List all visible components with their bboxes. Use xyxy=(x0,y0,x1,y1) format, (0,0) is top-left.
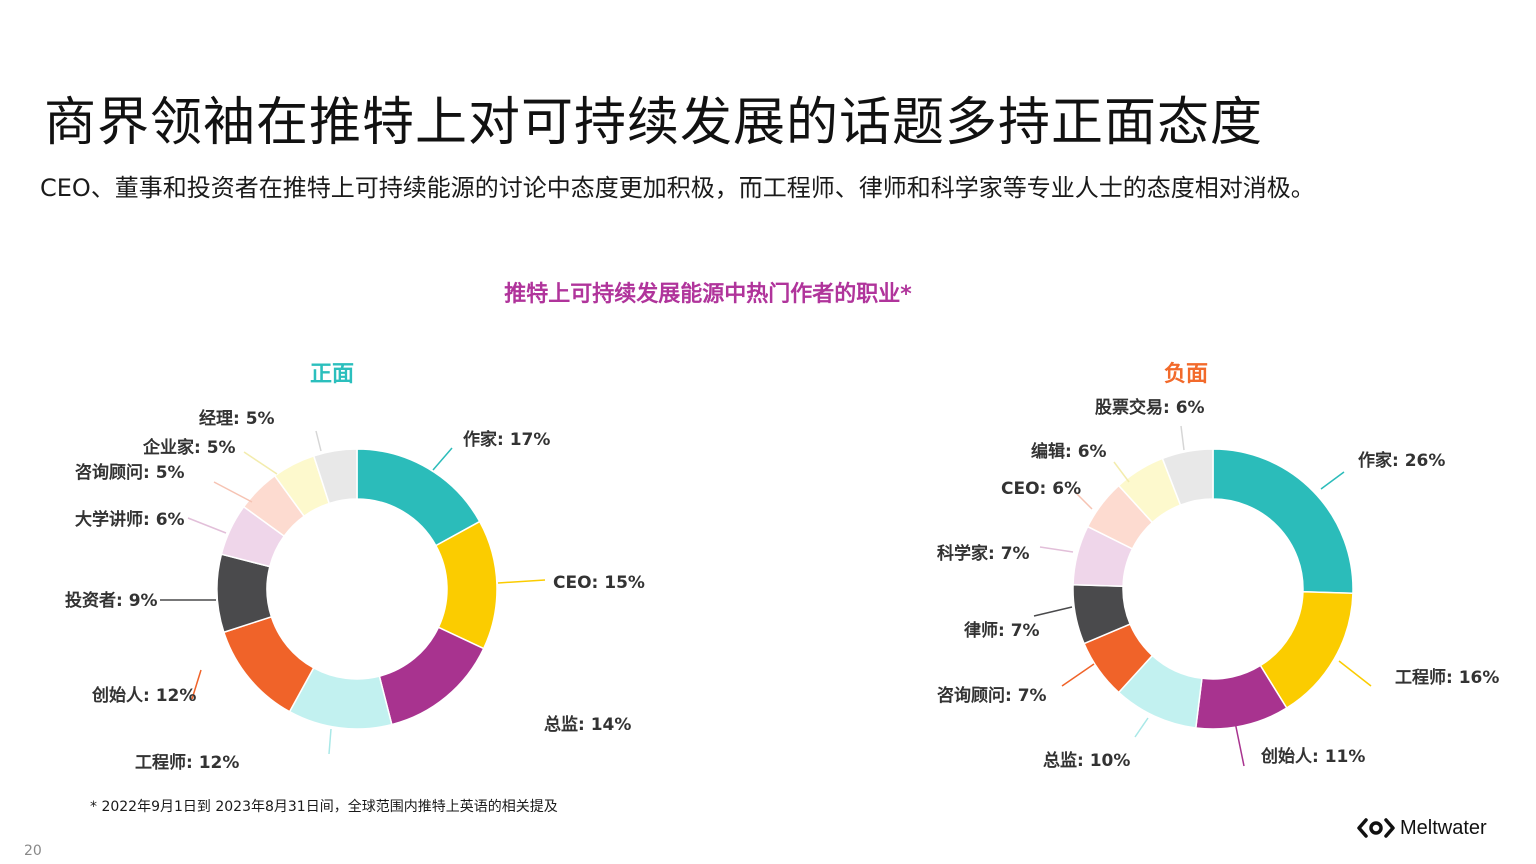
slice-label-1-4: 咨询顾问: 7% xyxy=(937,685,1047,706)
slice-label-1-2: 创始人: 11% xyxy=(1260,746,1365,767)
slice-label-0-9: 经理: 5% xyxy=(199,408,275,429)
leader-line-1-7 xyxy=(1073,490,1093,510)
leader-line-1-9 xyxy=(1180,425,1185,451)
leader-line-1-2 xyxy=(1234,721,1245,767)
slice-label-1-9: 股票交易: 6% xyxy=(1095,397,1205,418)
leader-line-1-3 xyxy=(1134,717,1149,738)
leader-line-0-3 xyxy=(328,728,332,755)
slice-label-0-0: 作家: 17% xyxy=(463,429,550,450)
slice-label-0-2: 总监: 14% xyxy=(544,714,631,735)
chart-title: 推特上可持续发展能源中热门作者的职业* xyxy=(504,282,912,307)
footnote: * 2022年9月1日到 2023年8月31日间，全球范围内推特上英语的相关提及 xyxy=(90,799,558,815)
slice-label-1-7: CEO: 6% xyxy=(1001,479,1081,499)
page-subtitle: CEO、董事和投资者在推特上可持续能源的讨论中态度更加积极，而工程师、律师和科学… xyxy=(40,174,1315,202)
slice-label-1-5: 律师: 7% xyxy=(963,620,1040,641)
slice-label-0-1: CEO: 15% xyxy=(553,573,645,593)
slice-label-0-7: 咨询顾问: 5% xyxy=(75,462,185,483)
meltwater-logo-icon xyxy=(1357,818,1395,838)
slice-label-1-0: 作家: 26% xyxy=(1358,450,1445,471)
donut-slice-1-0 xyxy=(1212,448,1354,595)
leader-line-0-6 xyxy=(187,517,227,534)
slice-label-1-1: 工程师: 16% xyxy=(1395,667,1499,688)
brand-logo: Meltwater xyxy=(1356,816,1487,840)
slice-label-0-8: 企业家: 5% xyxy=(142,437,236,458)
negative-donut: 作家: 26% 工程师: 16% 创始人: 11% 总监: 10% 咨询顾问: 7% 律师… xyxy=(937,397,1499,771)
leader-line-0-7 xyxy=(213,481,253,503)
leader-line-1-4 xyxy=(1061,663,1095,687)
slice-label-0-3: 工程师: 12% xyxy=(135,752,239,773)
slice-label-1-3: 总监: 10% xyxy=(1043,750,1130,771)
leader-line-1-5 xyxy=(1033,606,1073,617)
positive-panel-title: 正面 xyxy=(309,362,354,387)
slice-label-1-6: 科学家: 7% xyxy=(937,543,1030,564)
positive-donut: 作家: 17% CEO: 15% 总监: 14% 工程师: 12% 创始人: 12% 投资… xyxy=(65,408,645,773)
donut-slice-0-9 xyxy=(312,448,358,505)
donut-slice-0-1 xyxy=(434,520,498,650)
leader-line-1-1 xyxy=(1338,660,1372,687)
negative-panel-title: 负面 xyxy=(1163,362,1208,387)
leader-line-1-6 xyxy=(1039,546,1074,553)
donut-slice-1-9 xyxy=(1161,448,1214,507)
leader-line-1-8 xyxy=(1113,461,1130,483)
leader-line-0-8 xyxy=(243,451,278,475)
slice-label-0-4: 创始人: 12% xyxy=(91,685,196,706)
brand-name: Meltwater xyxy=(1400,816,1487,839)
leader-line-0-1 xyxy=(497,579,546,584)
leader-line-0-4 xyxy=(191,669,202,700)
slice-label-0-6: 大学讲师: 6% xyxy=(75,509,185,530)
page-title: 商界领袖在推特上对可持续发展的话题多持正面态度 xyxy=(44,93,1264,153)
slice-label-0-5: 投资者: 9% xyxy=(65,590,158,611)
leader-line-0-0 xyxy=(432,447,453,471)
page-number: 20 xyxy=(24,843,42,859)
leader-line-1-0 xyxy=(1320,471,1345,490)
donut-slice-0-2 xyxy=(378,626,485,726)
leader-line-0-9 xyxy=(315,430,322,452)
slice-label-1-8: 编辑: 6% xyxy=(1031,441,1107,462)
